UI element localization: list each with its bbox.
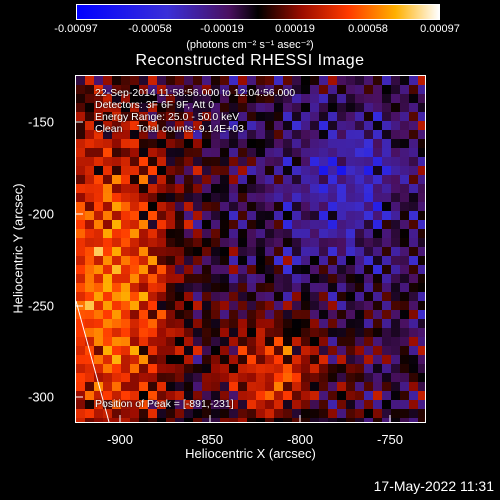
info-clean-counts: Clean Total counts: 9.14E+03 [95,123,244,135]
info-energy-range: Energy Range: 25.0 - 50.0 keV [95,111,240,123]
x-axis-label: Heliocentric X (arcsec) [185,446,316,461]
info-panel: 22-Sep-2014 11:58:56.000 to 12:04:56.000… [95,87,295,135]
colorbar-tick: 0.00097 [420,23,460,35]
info-time-range: 22-Sep-2014 11:58:56.000 to 12:04:56.000 [95,87,296,99]
info-detectors: Detectors: 3F 6F 9F, Att 0 [95,99,215,111]
colorbar-tick: 0.00058 [348,23,388,35]
colorbar-tick: 0.00019 [275,23,315,35]
colorbar-tick: -0.00019 [200,23,244,35]
y-tick: -200 [28,206,55,222]
plot-title: Reconstructed RHESSI Image [135,52,365,69]
x-tick: -850 [196,432,224,447]
x-tick: -750 [376,432,404,447]
x-tick: -800 [286,432,314,447]
colorbar [76,4,440,20]
x-tick: -900 [106,432,134,447]
colorbar-units: (photons cm⁻² s⁻¹ asec⁻²) [186,39,314,51]
y-tick: -300 [28,389,55,405]
colorbar-tick: -0.00058 [128,23,172,35]
timestamp: 17-May-2022 11:31 [373,478,494,494]
y-axis-label: Heliocentric Y (arcsec) [10,183,26,314]
y-tick: -250 [28,298,55,314]
peak-position: Position of Peak = [-891,-231] [95,398,234,410]
y-tick: -150 [28,114,55,130]
rhessi-image [75,75,426,423]
colorbar-tick: -0.00097 [54,23,98,35]
